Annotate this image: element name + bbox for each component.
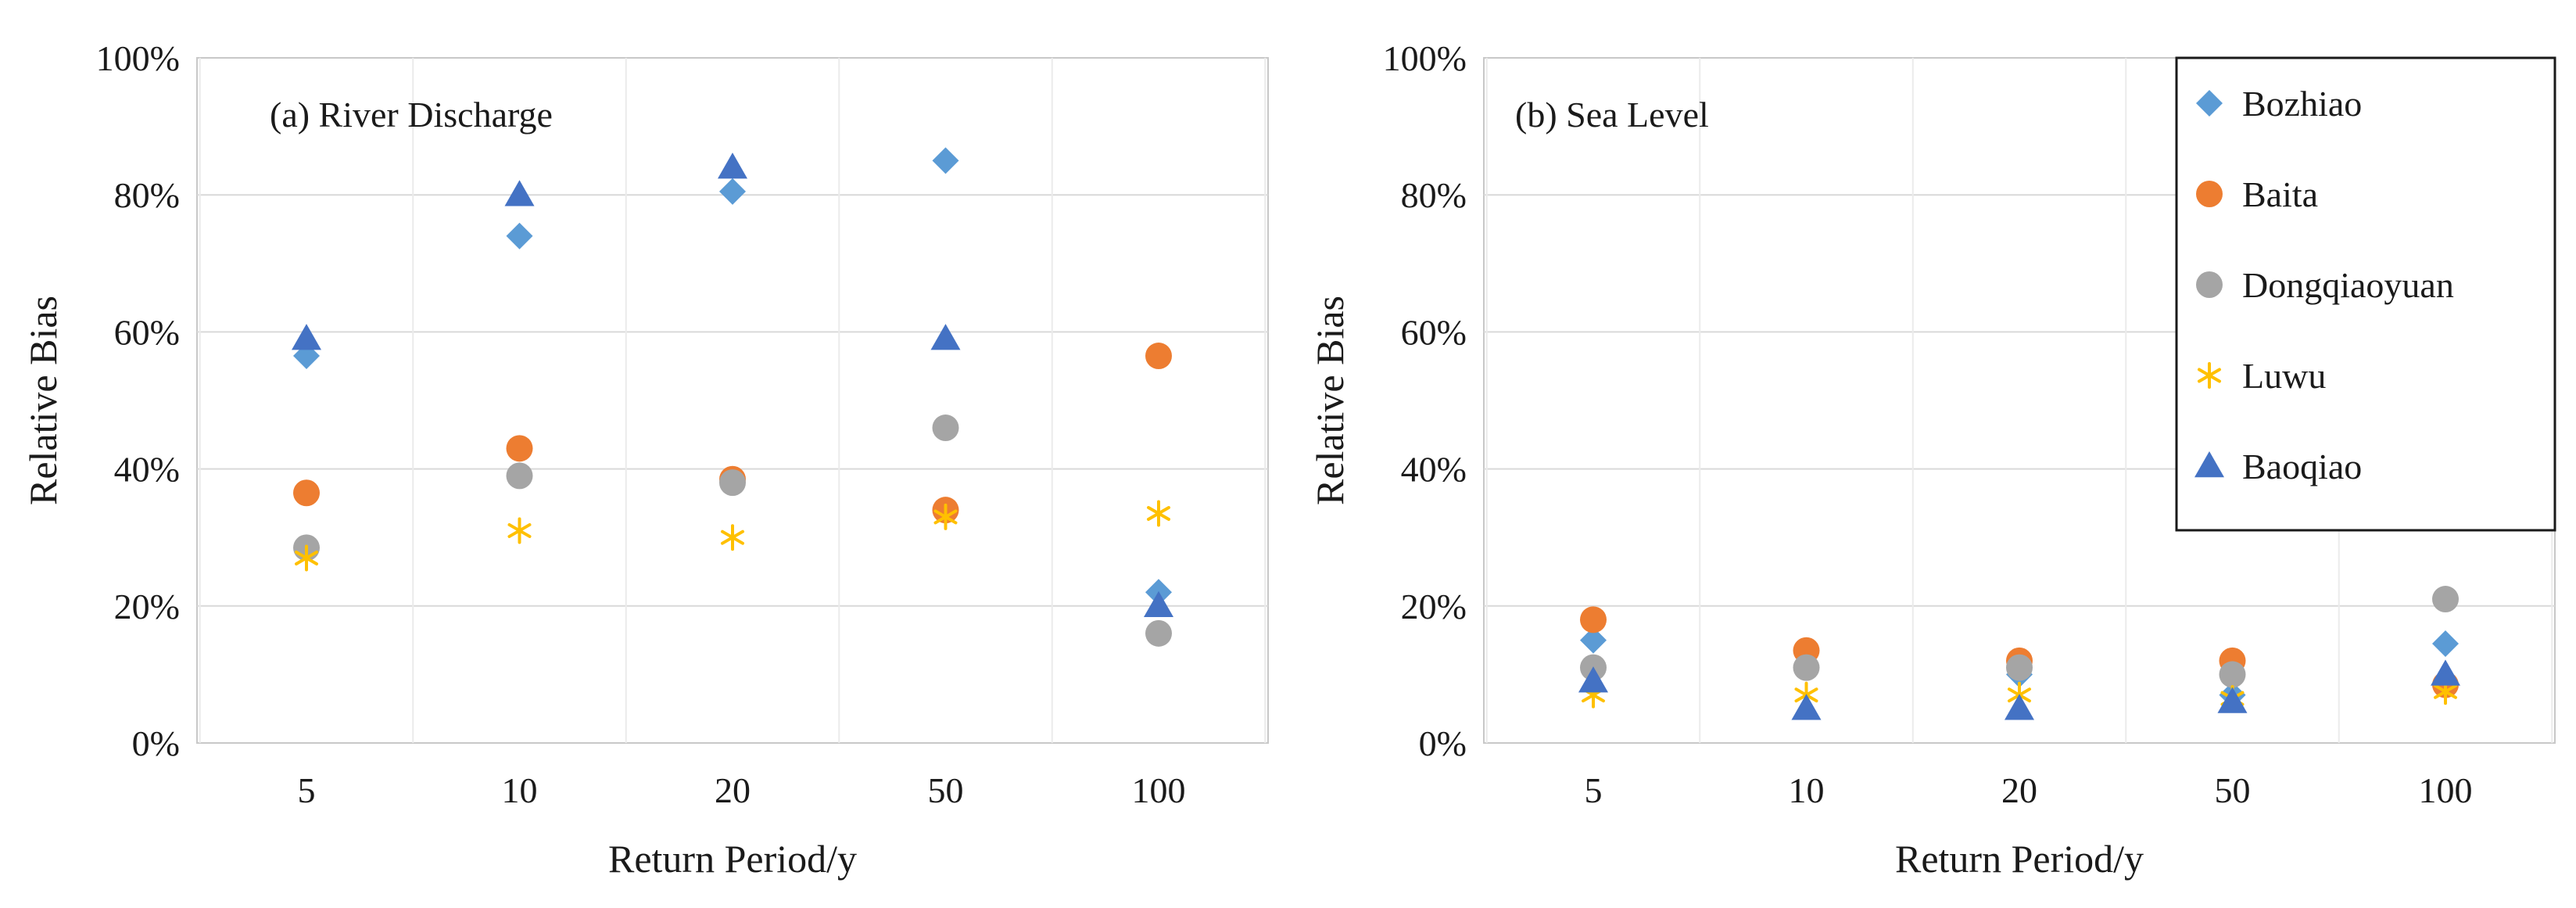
point-baita-100 [1145, 343, 1172, 370]
legend: Bozhiao Baita Dongqiaoyuan Luwu Baoqiao [2175, 56, 2556, 532]
point-baoqiao-10 [504, 180, 535, 206]
point-baita-5 [293, 479, 320, 507]
y-tick-label: 100% [96, 38, 180, 78]
x-tick-label: 10 [502, 770, 538, 810]
x-tick-label: 50 [928, 770, 964, 810]
point-baoqiao-20 [718, 153, 747, 179]
legend-label: Baita [2242, 174, 2318, 214]
legend-marker-luwu [2198, 362, 2221, 389]
point-dongqiaoyuan-50 [932, 415, 959, 442]
point-luwu-50 [933, 503, 958, 530]
y-tick-label: 80% [114, 175, 180, 215]
point-baoqiao-20 [2005, 694, 2034, 720]
point-baita-5 [1580, 606, 1607, 633]
point-luwu-5 [295, 544, 318, 572]
y-axis-title: Relative Bias [1308, 296, 1352, 505]
data-points [1578, 586, 2460, 720]
point-dongqiaoyuan-100 [2432, 586, 2459, 613]
x-tick-label: 5 [1585, 770, 1603, 810]
y-tick-label: 0% [1419, 723, 1467, 763]
legend-marker-dongqiaoyuan [2196, 271, 2223, 298]
legend-marker-baita [2196, 181, 2223, 207]
y-axis-ticks: 0% 20% 40% 60% 80% 100% [1383, 38, 1467, 763]
point-bozhiao-20 [719, 178, 746, 205]
legend-label: Bozhiao [2242, 84, 2362, 124]
legend-marker-baoqiao [2194, 451, 2224, 478]
gridlines [197, 58, 1268, 743]
panel-title: (a) River Discharge [270, 95, 553, 135]
legend-item-baoqiao: Baoqiao [2194, 447, 2362, 486]
series-baoqiao [292, 153, 1173, 618]
legend-item-dongqiaoyuan: Dongqiaoyuan [2196, 265, 2454, 305]
x-tick-label: 20 [715, 770, 751, 810]
x-tick-label: 50 [2215, 770, 2251, 810]
chart-panel-river-discharge: (a) River Discharge Relative Bias Return… [21, 38, 1269, 881]
y-tick-label: 100% [1383, 38, 1467, 78]
series-dongqiaoyuan [293, 415, 1172, 647]
y-axis-title: Relative Bias [21, 296, 65, 505]
point-bozhiao-5 [1580, 626, 1607, 654]
x-tick-label: 100 [1132, 770, 1186, 810]
point-baoqiao-50 [930, 324, 961, 350]
point-baoqiao-100 [1144, 590, 1173, 618]
legend-label: Dongqiaoyuan [2242, 265, 2454, 305]
point-baoqiao-10 [1791, 694, 1822, 720]
point-baoqiao-5 [292, 324, 321, 350]
y-axis-ticks: 0% 20% 40% 60% 80% 100% [96, 38, 180, 763]
x-tick-label: 20 [2001, 770, 2037, 810]
point-baoqiao-100 [2431, 659, 2460, 686]
y-tick-label: 40% [114, 450, 180, 490]
point-dongqiaoyuan-10 [1793, 654, 1820, 681]
y-tick-label: 80% [1401, 175, 1467, 215]
series-baoqiao [1578, 659, 2460, 720]
legend-item-baita: Baita [2196, 174, 2318, 214]
series-luwu [295, 500, 1170, 572]
point-luwu-20 [721, 524, 744, 551]
point-luwu-100 [1147, 500, 1170, 527]
point-baoqiao-5 [1578, 666, 1608, 693]
y-tick-label: 0% [132, 723, 180, 763]
y-tick-label: 60% [1401, 312, 1467, 352]
x-tick-label: 5 [298, 770, 316, 810]
x-axis-ticks: 5 10 20 50 100 [1585, 770, 2473, 810]
series-dongqiaoyuan [1580, 586, 2459, 688]
panel-title: (b) Sea Level [1515, 95, 1709, 135]
x-axis-ticks: 5 10 20 50 100 [298, 770, 1186, 810]
x-tick-label: 100 [2419, 770, 2473, 810]
legend-label: Baoqiao [2242, 447, 2362, 486]
point-baoqiao-50 [2217, 687, 2248, 713]
legend-box [2175, 56, 2556, 532]
point-luwu-10 [507, 517, 532, 544]
x-tick-label: 10 [1789, 770, 1825, 810]
legend-marker-bozhiao [2196, 90, 2223, 117]
point-dongqiaoyuan-20 [2006, 654, 2033, 681]
x-axis-title: Return Period/y [608, 837, 857, 881]
legend-item-luwu: Luwu [2198, 356, 2326, 396]
point-baita-10 [506, 435, 533, 462]
legend-item-bozhiao: Bozhiao [2196, 84, 2362, 124]
point-bozhiao-100 [2432, 630, 2459, 657]
point-bozhiao-10 [506, 222, 533, 249]
x-axis-title: Return Period/y [1895, 837, 2144, 881]
y-tick-label: 60% [114, 312, 180, 352]
y-tick-label: 40% [1401, 450, 1467, 490]
point-dongqiaoyuan-100 [1145, 619, 1172, 647]
y-tick-label: 20% [114, 587, 180, 626]
legend-label: Luwu [2242, 356, 2326, 396]
chart-panel-sea-level: (b) Sea Level Relative Bias Return Perio… [1308, 38, 2556, 881]
data-points [292, 147, 1173, 647]
point-dongqiaoyuan-10 [506, 462, 533, 490]
point-dongqiaoyuan-20 [719, 469, 746, 497]
point-dongqiaoyuan-50 [2219, 661, 2246, 688]
point-bozhiao-50 [932, 147, 959, 174]
y-tick-label: 20% [1401, 587, 1467, 626]
